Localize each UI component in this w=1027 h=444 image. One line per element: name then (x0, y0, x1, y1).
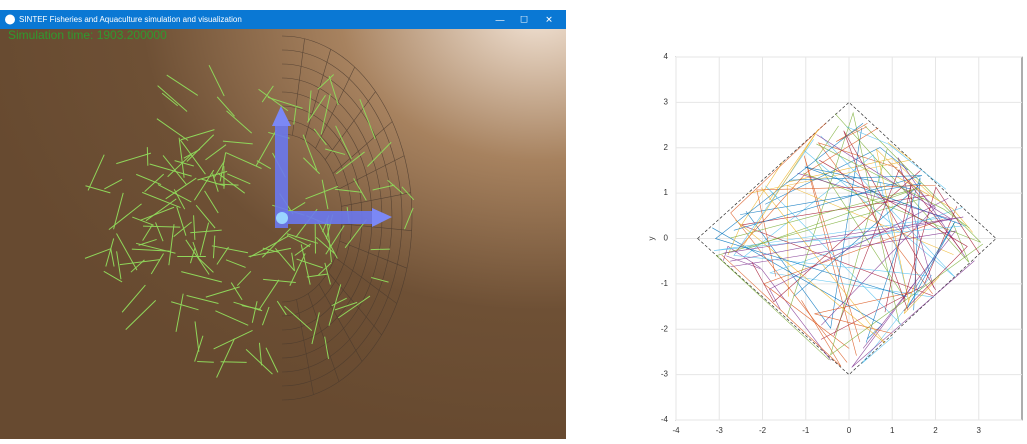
fish (147, 147, 148, 166)
origin (276, 212, 288, 224)
y-tick-label: 3 (664, 97, 669, 106)
close-button[interactable]: ✕ (545, 14, 553, 24)
y-tick-label: -1 (661, 279, 669, 288)
x-tick-label: -1 (802, 426, 810, 435)
y-tick-label: -4 (661, 415, 669, 424)
x-tick-label: 2 (933, 426, 938, 435)
y-tick-label: 1 (664, 188, 669, 197)
y-tick-label: 4 (664, 52, 669, 61)
plot: -4 -3 -2 -1 0 1 2 3 -4 -3 -2 -1 0 1 2 3 4 y (647, 52, 1022, 435)
status-text: Simulation time: 1903.200000 (8, 28, 167, 42)
app-icon (5, 15, 15, 25)
maximize-button[interactable]: ☐ (520, 14, 528, 24)
y-axis-label: y (647, 237, 656, 241)
y-tick-label: 2 (664, 143, 669, 152)
y-tick-label: 0 (664, 234, 669, 243)
minimize-button[interactable]: — (496, 14, 505, 24)
x-tick-label: -4 (672, 426, 680, 435)
x-tick-label: 3 (977, 426, 982, 435)
fish (371, 249, 390, 250)
y-tick-label: -2 (661, 324, 669, 333)
x-tick-label: 0 (847, 426, 852, 435)
fish (221, 362, 247, 363)
x-tick-label: -2 (759, 426, 767, 435)
y-tick-label: -3 (661, 370, 669, 379)
x-arrow (280, 211, 374, 224)
window-title: SINTEF Fisheries and Aquaculture simulat… (19, 15, 242, 24)
x-tick-label: 1 (890, 426, 895, 435)
x-tick-label: -3 (716, 426, 724, 435)
